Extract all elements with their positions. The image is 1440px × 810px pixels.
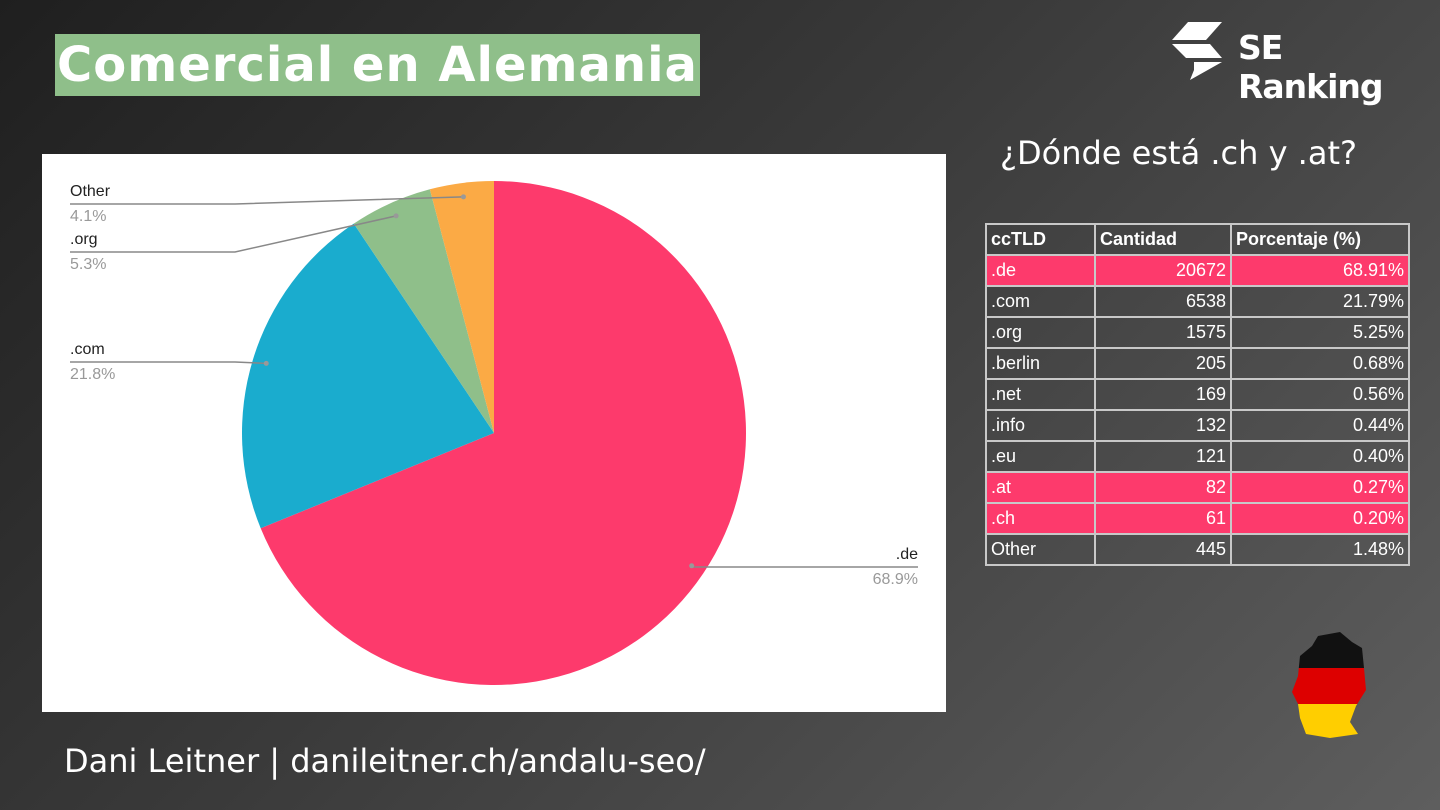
pie-slice bbox=[241, 223, 494, 529]
table-cell: .info bbox=[985, 409, 1096, 442]
column-header: Porcentaje (%) bbox=[1230, 223, 1410, 256]
table-cell: 68.91% bbox=[1230, 254, 1410, 287]
table-cell: 61 bbox=[1094, 502, 1232, 535]
table-row: .berlin 205 0.68% bbox=[985, 347, 1410, 380]
pie-slice bbox=[353, 189, 494, 433]
column-header: Cantidad bbox=[1094, 223, 1232, 256]
table-header: ccTLD Cantidad Porcentaje (%) bbox=[985, 223, 1410, 256]
table-cell: 205 bbox=[1094, 347, 1232, 380]
table-cell: 21.79% bbox=[1230, 285, 1410, 318]
table-row: .de 20672 68.91% bbox=[985, 254, 1410, 287]
slice-value-label: 68.9% bbox=[873, 571, 918, 588]
table-row: .net 169 0.56% bbox=[985, 378, 1410, 411]
slice-value-label: 5.3% bbox=[70, 256, 106, 273]
slice-label: .de bbox=[896, 546, 918, 563]
table-cell: 6538 bbox=[1094, 285, 1232, 318]
table-row: .at 82 0.27% bbox=[985, 471, 1410, 504]
table-cell: 0.20% bbox=[1230, 502, 1410, 535]
pie-slice bbox=[429, 181, 494, 433]
table-cell: .at bbox=[985, 471, 1096, 504]
table-cell: 132 bbox=[1094, 409, 1232, 442]
table-cell: 1575 bbox=[1094, 316, 1232, 349]
column-header: ccTLD bbox=[985, 223, 1096, 256]
logo-icon bbox=[1172, 22, 1222, 80]
logo-text: SE Ranking bbox=[1238, 28, 1384, 106]
table-cell: .com bbox=[985, 285, 1096, 318]
table-cell: .berlin bbox=[985, 347, 1096, 380]
table-row: .org 1575 5.25% bbox=[985, 316, 1410, 349]
table-row: .ch 61 0.20% bbox=[985, 502, 1410, 535]
table-cell: 5.25% bbox=[1230, 316, 1410, 349]
slice-label: .org bbox=[70, 231, 98, 248]
leader-line bbox=[70, 361, 267, 365]
table-cell: .eu bbox=[985, 440, 1096, 473]
table-cell: .net bbox=[985, 378, 1096, 411]
table-cell: 20672 bbox=[1094, 254, 1232, 287]
flag bbox=[1292, 632, 1366, 738]
pie-slice bbox=[260, 181, 747, 686]
table-cell: 169 bbox=[1094, 378, 1232, 411]
table-cell: .ch bbox=[985, 502, 1096, 535]
table-cell: Other bbox=[985, 533, 1096, 566]
table-row: .info 132 0.44% bbox=[985, 409, 1410, 442]
slice-label: .com bbox=[70, 341, 105, 358]
table-row: .com 6538 21.79% bbox=[985, 285, 1410, 318]
table-cell: .de bbox=[985, 254, 1096, 287]
slice-label: Other bbox=[70, 183, 111, 200]
table-cell: 1.48% bbox=[1230, 533, 1410, 566]
leader-dot bbox=[689, 563, 695, 569]
leader-dot bbox=[263, 360, 269, 366]
leader-line bbox=[70, 215, 397, 253]
table-cell: 121 bbox=[1094, 440, 1232, 473]
table-row: .eu 121 0.40% bbox=[985, 440, 1410, 473]
leader-dot bbox=[460, 194, 466, 200]
logo: SE Ranking bbox=[1170, 18, 1420, 106]
table-row: Other 445 1.48% bbox=[985, 533, 1410, 566]
slice-value-label: 21.8% bbox=[70, 366, 115, 383]
table-cell: 0.27% bbox=[1230, 471, 1410, 504]
table-cell: 0.68% bbox=[1230, 347, 1410, 380]
leader-line bbox=[70, 196, 464, 205]
table-cell: 445 bbox=[1094, 533, 1232, 566]
table-cell: .org bbox=[985, 316, 1096, 349]
table-cell: 0.56% bbox=[1230, 378, 1410, 411]
table-cell: 0.44% bbox=[1230, 409, 1410, 442]
data-table: ccTLD Cantidad Porcentaje (%) .de 20672 68.91… bbox=[985, 223, 1410, 566]
footer: Dani Leitner | danileitner.ch/andalu-seo… bbox=[64, 742, 706, 780]
table-cell: 82 bbox=[1094, 471, 1232, 504]
leader-dot bbox=[393, 213, 399, 219]
table-title: ¿Dónde está .ch y .at? bbox=[1000, 134, 1357, 172]
slice-value-label: 4.1% bbox=[70, 208, 106, 225]
title: Comercial en Alemania bbox=[55, 34, 700, 96]
table-cell: 0.40% bbox=[1230, 440, 1410, 473]
